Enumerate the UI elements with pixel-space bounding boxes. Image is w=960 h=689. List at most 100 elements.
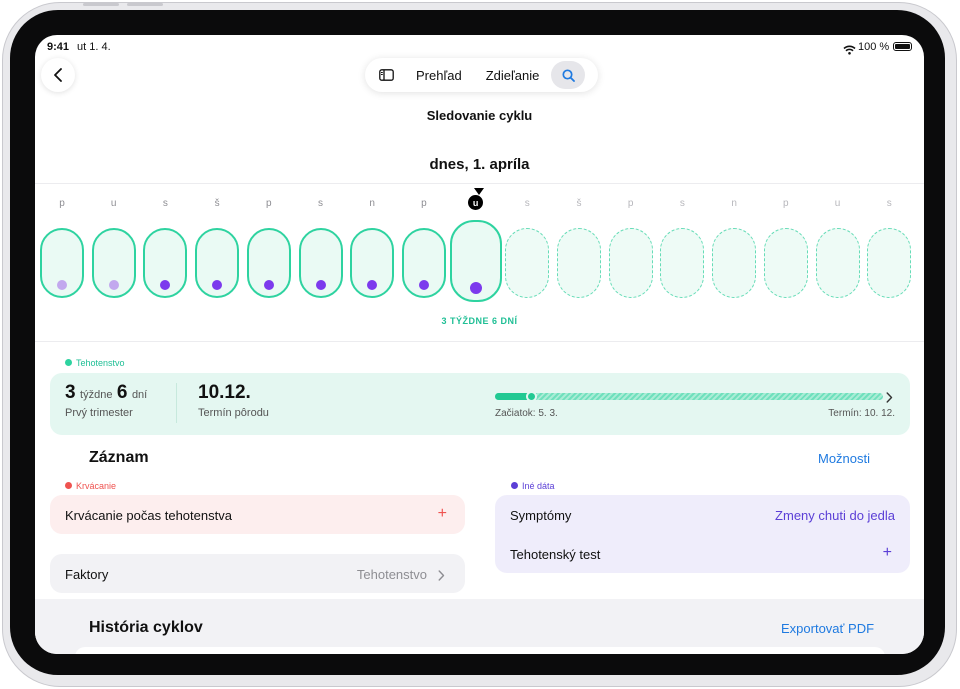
cycle-day[interactable] <box>143 228 188 298</box>
wifi-icon <box>843 42 856 60</box>
cycle-day[interactable] <box>763 228 808 298</box>
log-title: Záznam <box>89 449 149 466</box>
days-word: dní <box>131 389 148 401</box>
weekday-letter: s <box>886 198 892 209</box>
logged-dot-icon <box>57 280 67 290</box>
chevron-right-icon <box>438 568 445 586</box>
weekday-letter: u <box>110 198 117 209</box>
cycle-day[interactable] <box>815 228 860 298</box>
weeks-word: týždne <box>80 389 113 401</box>
other-data-section-label: Iné dáta <box>522 481 555 491</box>
gestation-age: 3 týždne 6 dní <box>65 382 147 404</box>
logged-dot-icon <box>212 280 223 290</box>
cycle-day[interactable] <box>91 228 136 298</box>
end-label: Termín: 10. 12. <box>828 408 895 419</box>
weeks-number: 3 <box>65 382 76 403</box>
divider <box>35 341 924 342</box>
sidebar-icon <box>379 69 394 81</box>
logged-dot-icon <box>469 282 482 294</box>
screen: 9:41 ut 1. 4. 100 % Prehľad Zdieľanie Sl… <box>35 35 924 654</box>
cycle-day-today[interactable] <box>449 220 502 302</box>
export-pdf-link[interactable]: Exportovať PDF <box>781 621 875 636</box>
weekday-letter: p <box>421 198 427 209</box>
cycle-day[interactable] <box>350 228 395 298</box>
cycle-day[interactable] <box>195 228 240 298</box>
trimester-label: Prvý trimester <box>65 407 133 419</box>
weekday-letter: s <box>524 198 530 209</box>
logged-dot-icon <box>108 280 119 290</box>
weekday-letter: š <box>214 198 220 209</box>
add-pregnancy-test-icon[interactable]: + <box>882 544 892 561</box>
divider <box>35 183 924 184</box>
weekday-letter: s <box>162 198 168 209</box>
cycle-day[interactable] <box>401 228 446 298</box>
search-button[interactable] <box>551 61 586 89</box>
cycle-day[interactable] <box>505 228 550 298</box>
history-section: História cyklov Exportovať PDF <box>35 599 924 654</box>
start-label: Začiatok: 5. 3. <box>495 408 558 419</box>
logged-dot-icon <box>160 280 171 290</box>
bleeding-row[interactable]: Krvácanie počas tehotenstva + <box>50 495 465 534</box>
due-date: 10.12. <box>198 382 251 403</box>
pregnancy-progress-knob <box>526 391 537 402</box>
pregnancy-test-label[interactable]: Tehotenský test <box>510 547 601 562</box>
logged-dot-icon <box>418 280 429 290</box>
cycle-day[interactable] <box>660 228 705 298</box>
bleeding-dot-icon <box>65 482 72 489</box>
cycle-day[interactable] <box>867 228 912 298</box>
cycle-day[interactable] <box>557 228 601 298</box>
page-title: Sledovanie cyklu <box>426 108 533 123</box>
cycle-day[interactable] <box>298 228 343 298</box>
chevron-right-icon <box>886 390 893 408</box>
battery-icon <box>893 42 912 51</box>
symptoms-label[interactable]: Symptómy <box>510 508 572 523</box>
bleeding-section-label: Krvácanie <box>76 481 117 491</box>
weekday-letter: p <box>266 198 272 209</box>
calendar-heading: dnes, 1. apríla <box>429 156 530 173</box>
card-divider <box>176 383 177 423</box>
sidebar-toggle-button[interactable] <box>369 61 404 89</box>
weekday-today: u <box>454 195 498 210</box>
weekday-letter: s <box>318 198 323 209</box>
top-button <box>83 3 119 6</box>
top-button <box>127 3 163 6</box>
chevron-left-icon <box>54 68 62 82</box>
status-date: ut 1. 4. <box>77 41 111 53</box>
pregnancy-section-label: Tehotenstvo <box>76 358 125 368</box>
other-data-card: Symptómy Zmeny chuti do jedla Tehotenský… <box>495 495 910 573</box>
bleeding-item-label: Krvácanie počas tehotenstva <box>65 508 232 523</box>
cycle-day[interactable] <box>40 228 84 298</box>
factors-row[interactable]: Faktory Tehotenstvo <box>50 554 465 593</box>
symptoms-value[interactable]: Zmeny chuti do jedla <box>775 508 895 523</box>
factors-value: Tehotenstvo <box>356 567 427 582</box>
pregnancy-progress-fill <box>495 393 531 400</box>
other-data-dot-icon <box>511 482 518 489</box>
weekday-letter: s <box>679 198 685 209</box>
logged-dot-icon <box>263 280 274 290</box>
tab-sharing[interactable]: Zdieľanie <box>485 67 540 83</box>
weekday-letter: u <box>834 198 841 209</box>
back-button[interactable] <box>41 58 75 92</box>
weekday-letter: p <box>59 198 65 209</box>
history-title: História cyklov <box>89 619 203 636</box>
top-segmented-control: Prehľad Zdieľanie <box>365 58 598 92</box>
logged-dot-icon <box>315 280 326 290</box>
weekday-letter: n <box>369 198 375 209</box>
cycle-day[interactable] <box>712 228 757 298</box>
search-icon <box>562 68 575 82</box>
cycle-days-row <box>35 220 924 304</box>
weekday-letter: p <box>627 198 634 209</box>
pregnancy-card[interactable]: 3 týždne 6 dní Prvý trimester 10.12. Ter… <box>50 373 910 435</box>
today-badge: u <box>468 195 484 210</box>
options-link[interactable]: Možnosti <box>818 451 871 466</box>
history-card <box>75 647 885 654</box>
pregnancy-dot-icon <box>65 359 72 366</box>
cycle-day[interactable] <box>246 228 291 298</box>
weekday-letter: p <box>783 198 789 209</box>
tab-overview[interactable]: Prehľad <box>416 67 462 83</box>
days-number: 6 <box>116 382 128 403</box>
battery-percent: 100 % <box>858 41 890 53</box>
add-bleeding-icon[interactable]: + <box>437 505 447 522</box>
cycle-day[interactable] <box>608 228 653 298</box>
